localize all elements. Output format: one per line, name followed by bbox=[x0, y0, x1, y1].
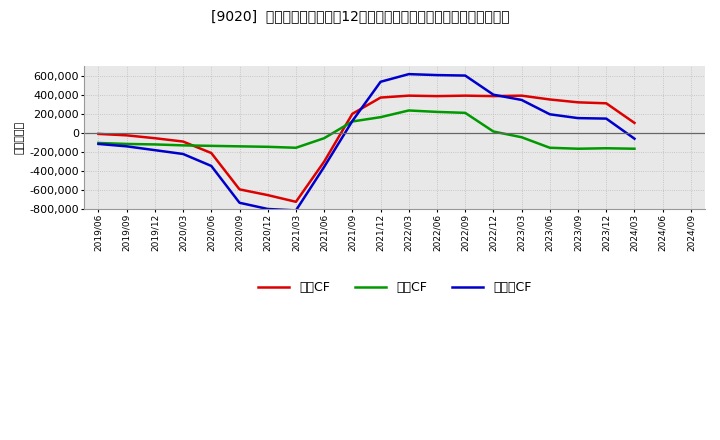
営業CF bbox=[574, 100, 582, 105]
営業CF bbox=[348, 111, 356, 117]
投資CF bbox=[207, 143, 215, 148]
フリーCF bbox=[405, 71, 413, 77]
投資CF bbox=[348, 119, 356, 124]
フリーCF bbox=[348, 118, 356, 124]
営業CF bbox=[377, 95, 385, 100]
Y-axis label: （百万円）: （百万円） bbox=[15, 121, 25, 154]
Line: フリーCF: フリーCF bbox=[99, 74, 634, 210]
フリーCF bbox=[292, 208, 300, 213]
営業CF bbox=[602, 101, 611, 106]
営業CF bbox=[150, 136, 159, 141]
Line: 営業CF: 営業CF bbox=[99, 95, 634, 202]
フリーCF bbox=[602, 116, 611, 121]
営業CF bbox=[94, 131, 103, 136]
営業CF bbox=[179, 139, 187, 144]
営業CF bbox=[546, 97, 554, 102]
Text: [9020]  キャッシュフローの12か月移動合計の対前年同期増減額の推移: [9020] キャッシュフローの12か月移動合計の対前年同期増減額の推移 bbox=[211, 9, 509, 23]
フリーCF bbox=[207, 163, 215, 169]
営業CF bbox=[433, 93, 441, 99]
フリーCF bbox=[264, 206, 272, 212]
投資CF bbox=[122, 141, 131, 147]
営業CF bbox=[207, 150, 215, 156]
営業CF bbox=[320, 159, 328, 164]
フリーCF bbox=[574, 115, 582, 121]
フリーCF bbox=[150, 147, 159, 153]
フリーCF bbox=[377, 79, 385, 84]
投資CF bbox=[377, 114, 385, 120]
投資CF bbox=[292, 145, 300, 150]
投資CF bbox=[94, 140, 103, 146]
投資CF bbox=[602, 146, 611, 151]
営業CF bbox=[292, 199, 300, 205]
投資CF bbox=[264, 144, 272, 150]
投資CF bbox=[630, 146, 639, 151]
フリーCF bbox=[517, 97, 526, 103]
投資CF bbox=[546, 145, 554, 150]
フリーCF bbox=[179, 151, 187, 157]
投資CF bbox=[517, 135, 526, 140]
フリーCF bbox=[489, 92, 498, 97]
営業CF bbox=[264, 192, 272, 198]
営業CF bbox=[235, 187, 244, 192]
投資CF bbox=[433, 109, 441, 114]
営業CF bbox=[122, 133, 131, 138]
フリーCF bbox=[320, 164, 328, 169]
営業CF bbox=[517, 93, 526, 98]
営業CF bbox=[461, 93, 469, 98]
フリーCF bbox=[94, 141, 103, 147]
投資CF bbox=[574, 146, 582, 151]
投資CF bbox=[320, 136, 328, 141]
営業CF bbox=[630, 120, 639, 125]
投資CF bbox=[405, 108, 413, 113]
投資CF bbox=[489, 129, 498, 134]
営業CF bbox=[405, 93, 413, 98]
投資CF bbox=[150, 142, 159, 147]
フリーCF bbox=[235, 200, 244, 205]
投資CF bbox=[179, 143, 187, 148]
投資CF bbox=[461, 110, 469, 116]
フリーCF bbox=[461, 73, 469, 78]
フリーCF bbox=[546, 112, 554, 117]
Line: 投資CF: 投資CF bbox=[99, 110, 634, 149]
フリーCF bbox=[433, 73, 441, 78]
投資CF bbox=[235, 144, 244, 149]
フリーCF bbox=[630, 136, 639, 141]
フリーCF bbox=[122, 144, 131, 149]
営業CF bbox=[489, 93, 498, 99]
Legend: 営業CF, 投資CF, フリーCF: 営業CF, 投資CF, フリーCF bbox=[253, 276, 536, 299]
